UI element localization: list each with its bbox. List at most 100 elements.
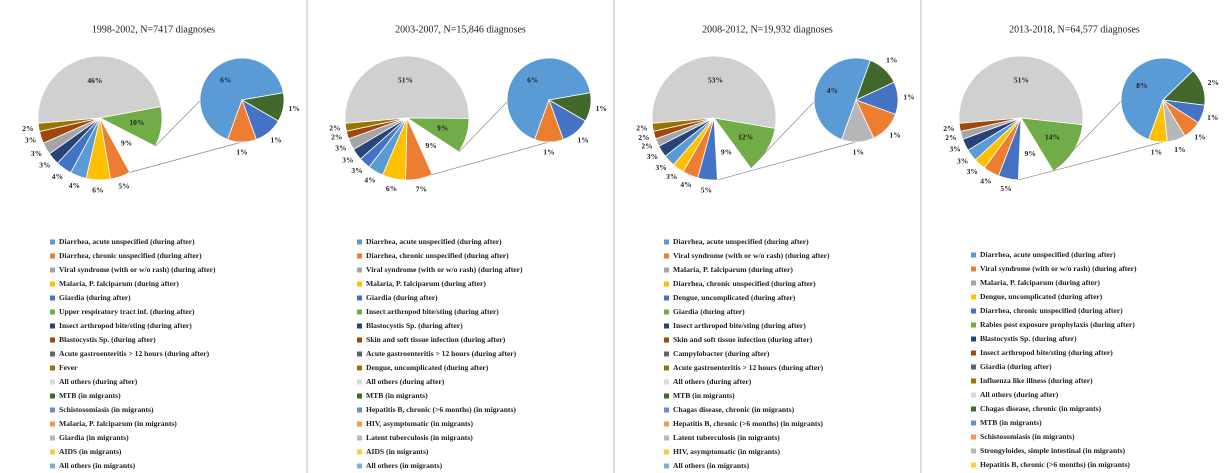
connector: [432, 141, 550, 175]
slice-label: 2%: [22, 124, 33, 133]
legend-swatch: [50, 421, 55, 427]
slice-label: 1%: [289, 104, 300, 113]
slice-label: 5%: [118, 182, 129, 191]
legend-label: Insect arthropod bite/sting (during afte…: [366, 307, 499, 316]
legend-label: Hepatitis B, chronic (>6 months) (in mig…: [673, 419, 823, 428]
chart-title: 2008-2012, N=19,932 diagnoses: [702, 24, 833, 35]
slice-label: 51%: [398, 76, 413, 85]
pie-slice: [344, 55, 470, 124]
legend-swatch: [971, 322, 976, 328]
legend-label: Acute gastroenteritis > 12 hours (during…: [366, 349, 517, 358]
legend-label: Strongyloides, simple intestinal (in mig…: [980, 446, 1126, 455]
legend-swatch: [50, 365, 55, 371]
pie-slice: [958, 55, 1084, 126]
slice-label: 5%: [701, 185, 712, 194]
legend-swatch: [50, 253, 55, 259]
slice-label: 2%: [945, 133, 956, 142]
legend-swatch: [357, 365, 362, 371]
legend-swatch: [357, 337, 362, 343]
pie-slice: [813, 57, 871, 140]
legend-swatch: [971, 308, 976, 314]
legend-label: Rabies post exposure prophylaxis (during…: [980, 320, 1135, 329]
legend-swatch: [357, 309, 362, 315]
legend-label: MTB (in migrants): [366, 391, 428, 400]
slice-label: 3%: [351, 166, 362, 175]
legend-label: MTB (in migrants): [980, 418, 1042, 427]
legend-label: Schistosomiasis (in migrants): [980, 432, 1075, 441]
legend-label: Malaria, P. falciparum (during after): [366, 279, 486, 288]
legend-label: Giardia (during after): [366, 293, 438, 302]
legend-swatch: [971, 336, 976, 342]
legend-swatch: [357, 449, 362, 455]
legend-swatch: [971, 280, 976, 286]
connector: [129, 141, 243, 173]
slice-label: 46%: [87, 76, 102, 85]
legend-label: Viral syndrome (with or w/o rash) (durin…: [59, 265, 216, 274]
chart-title: 2013-2018, N=64,577 diagnoses: [1009, 24, 1140, 35]
chart-title: 2003-2007, N=15,846 diagnoses: [395, 24, 526, 35]
legend-swatch: [664, 379, 669, 385]
slice-label: 3%: [342, 156, 353, 165]
legend-label: Latent tuberculosis (in migrants): [366, 433, 473, 442]
legend-label: HIV, asymptomatic (in migrants): [673, 447, 780, 456]
slice-label: 1%: [577, 135, 588, 144]
legend-swatch: [971, 392, 976, 398]
pie-slice: [841, 98, 875, 143]
legend-label: Chagas disease, chronic (in migrants): [980, 404, 1102, 413]
legend-swatch: [664, 435, 669, 441]
legend-swatch: [971, 266, 976, 272]
pie-slice: [199, 57, 284, 140]
legend-swatch: [50, 337, 55, 343]
legend-swatch: [664, 407, 669, 413]
legend-swatch: [971, 252, 976, 258]
slice-label: 2%: [638, 133, 649, 142]
legend-swatch: [357, 379, 362, 385]
slice-label: 5%: [1000, 184, 1011, 193]
legend-label: Dengue, uncomplicated (during after): [980, 292, 1103, 301]
legend-swatch: [664, 239, 669, 245]
slice-label: 2%: [641, 142, 652, 151]
legend-swatch: [664, 449, 669, 455]
slice-label: 1%: [903, 92, 914, 101]
pie-slice: [651, 117, 715, 132]
chart-title: 1998-2002, N=7417 diagnoses: [92, 24, 215, 35]
legend-label: Fever: [59, 363, 78, 372]
slice-label: 9%: [121, 139, 132, 148]
legend-label: Blastocystis Sp. (during after): [366, 321, 463, 330]
legend-swatch: [50, 435, 55, 441]
slice-label: 3%: [647, 152, 658, 161]
slice-label: 9%: [437, 123, 448, 132]
legend-swatch: [357, 393, 362, 399]
legend-label: Diarrhea, acute unspecified (during afte…: [59, 237, 195, 246]
legend-label: Viral syndrome (with or w/o rash) (durin…: [673, 251, 830, 260]
legend-swatch: [50, 351, 55, 357]
pie-slice: [958, 117, 1022, 132]
slice-label: 1%: [1174, 145, 1185, 154]
slice-label: 4%: [364, 176, 375, 185]
legend-swatch: [357, 351, 362, 357]
legend-label: Latent tuberculosis (in migrants): [673, 433, 780, 442]
pie-slice: [1120, 57, 1194, 140]
legend-swatch: [664, 309, 669, 315]
legend-label: Giardia (during after): [980, 362, 1052, 371]
legend-swatch: [357, 323, 362, 329]
legend-swatch: [357, 407, 362, 413]
pie-slice: [506, 57, 591, 140]
slice-label: 1%: [236, 148, 247, 157]
legend-swatch: [357, 421, 362, 427]
legend-swatch: [971, 294, 976, 300]
legend-label: All others (during after): [59, 377, 138, 386]
slice-label: 1%: [1194, 133, 1205, 142]
slice-label: 3%: [655, 163, 666, 172]
slice-label: 3%: [335, 144, 346, 153]
legend-label: Diarrhea, chronic unspecified (during af…: [366, 251, 509, 260]
legend-label: Schistosomiasis (in migrants): [59, 405, 154, 414]
slice-label: 9%: [426, 141, 437, 150]
legend-swatch: [971, 364, 976, 370]
legend-label: MTB (in migrants): [59, 391, 121, 400]
legend-label: Viral syndrome (with or w/o rash) (durin…: [980, 264, 1137, 273]
legend-swatch: [664, 393, 669, 399]
slice-label: 3%: [967, 167, 978, 176]
legend-swatch: [664, 351, 669, 357]
